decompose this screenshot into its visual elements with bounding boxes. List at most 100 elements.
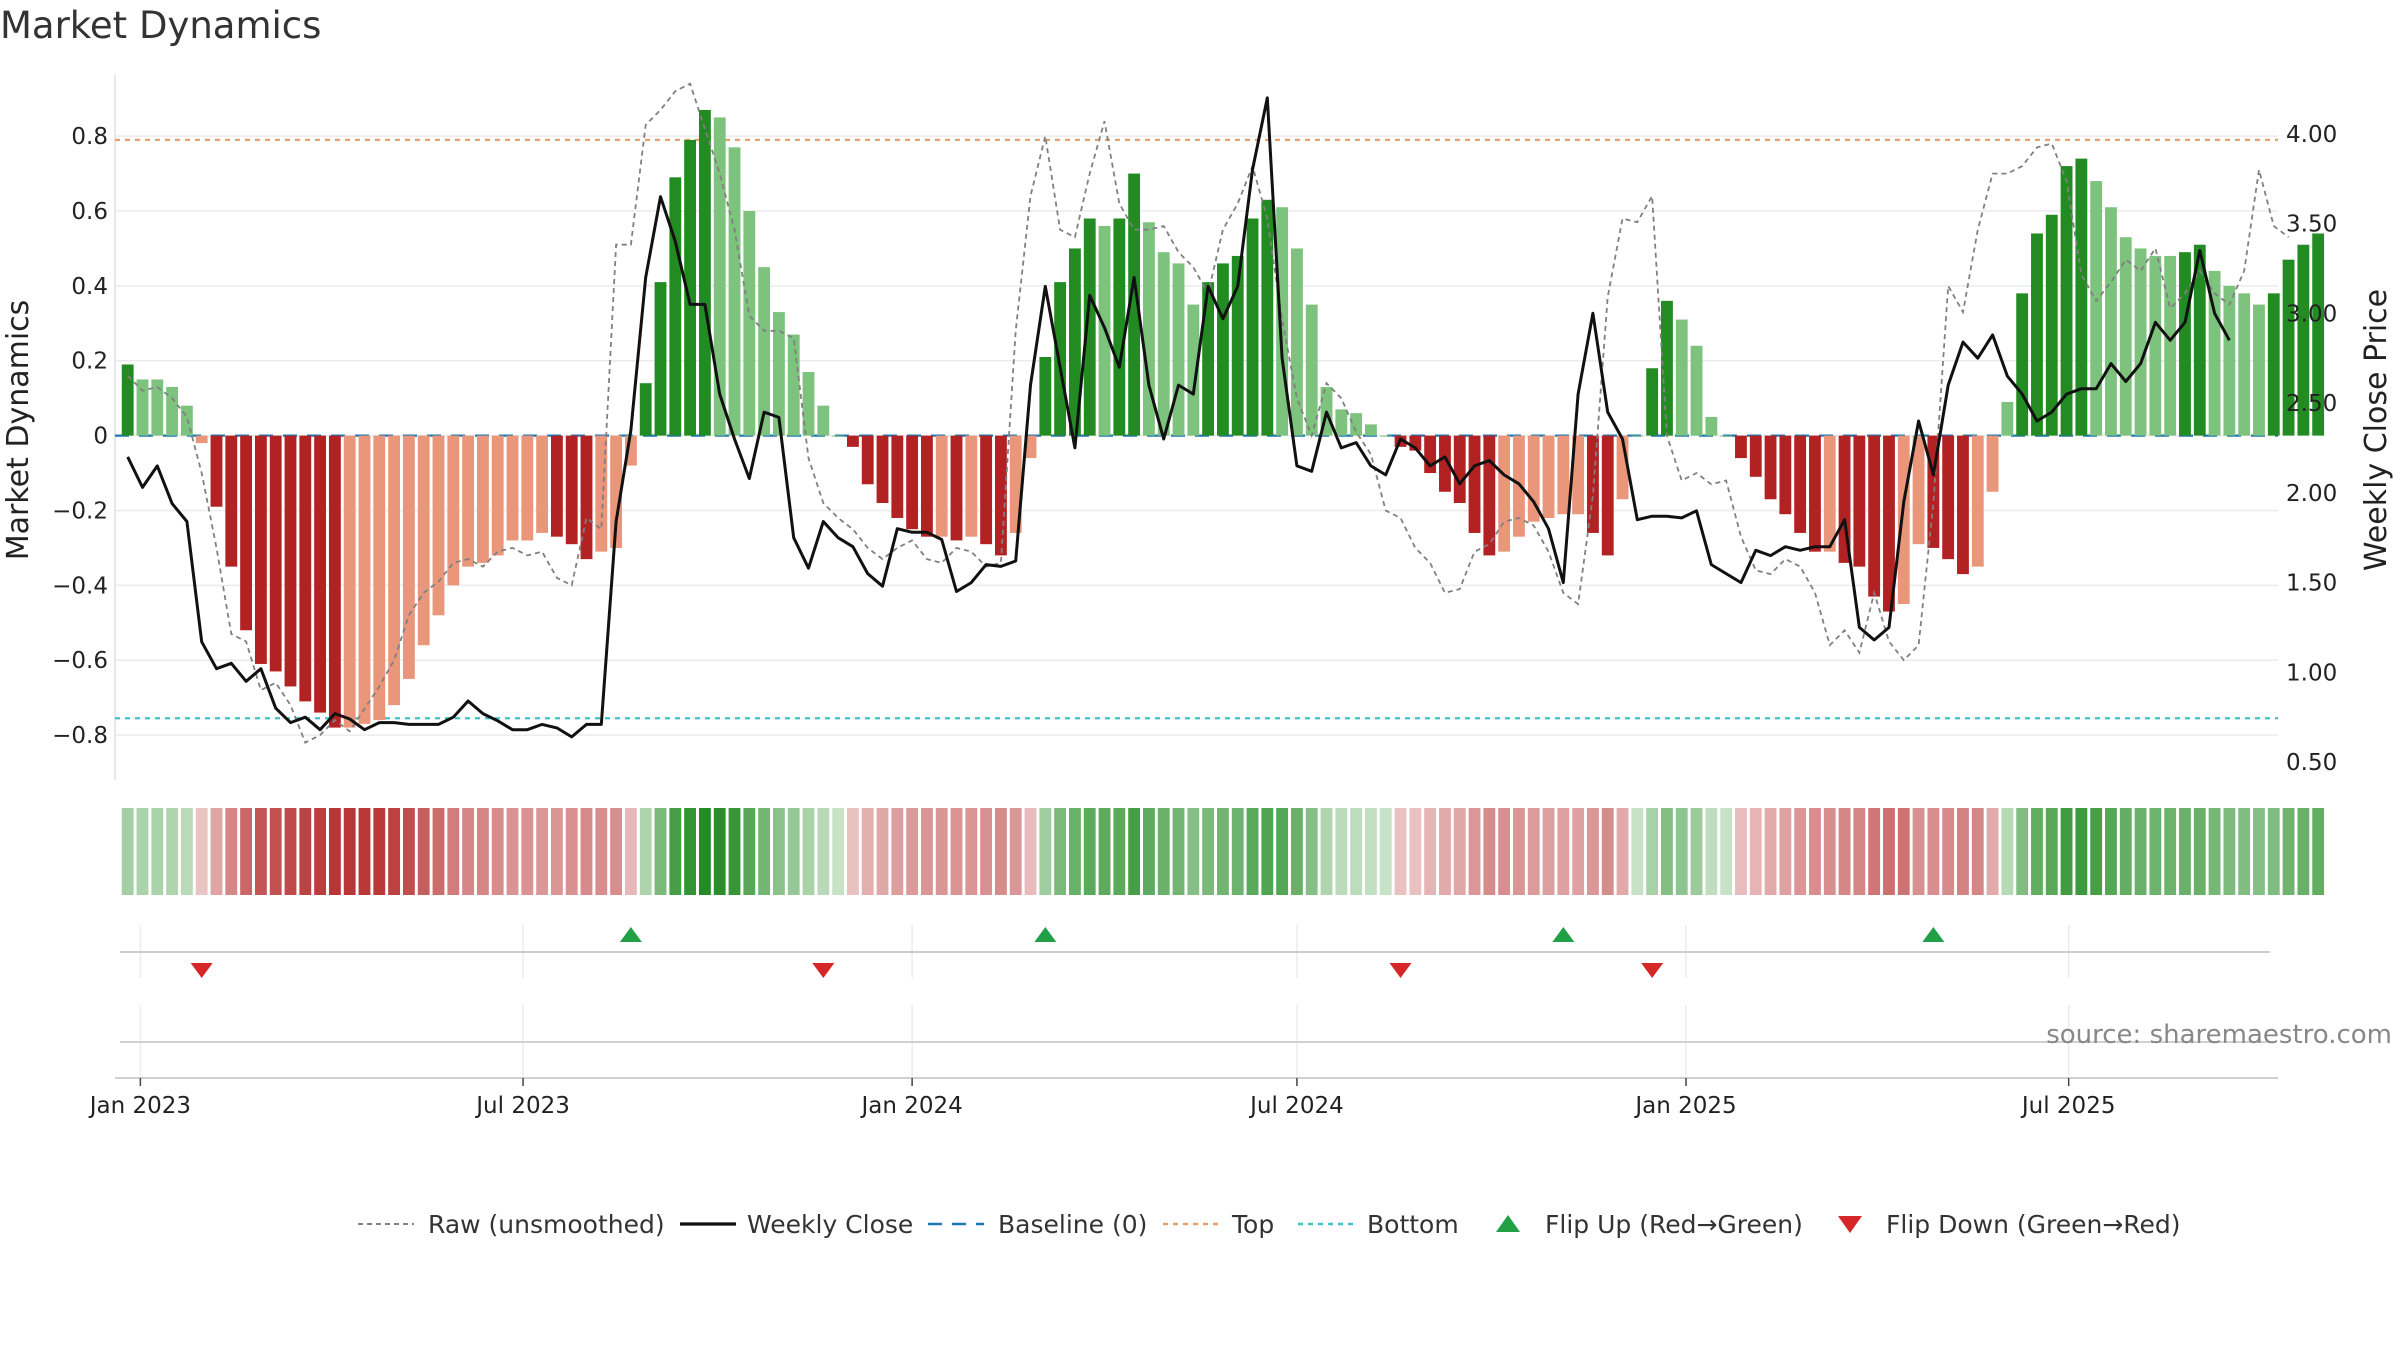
dynamics-bar-111 [1764,435,1777,500]
heat-cell-93 [1498,808,1511,895]
dynamics-bar-107 [1705,416,1718,436]
heat-cell-103 [1646,808,1659,895]
dynamics-bar-108 [1720,435,1733,437]
heat-cell-50 [861,808,874,895]
right-tick-4: 2.00 [2286,481,2337,507]
heat-cell-4 [180,808,193,895]
heat-cell-94 [1513,808,1525,895]
dynamics-bar-38 [684,139,697,436]
left-tick-6: −0.4 [52,573,108,599]
dynamics-bar-125 [1971,435,1984,567]
heat-cell-24 [476,808,489,895]
heat-cell-89 [1439,808,1451,895]
legend-swatch-flip-up [1496,1215,1520,1232]
dynamics-bar-51 [876,435,889,503]
heat-cell-92 [1483,808,1496,895]
dynamics-bar-45 [787,334,800,436]
dynamics-bar-4 [180,405,193,436]
heat-cell-21 [432,808,445,895]
heat-cell-7 [225,808,238,895]
heat-cell-106 [1690,808,1703,895]
weekly-close-line [126,96,2231,739]
heat-cell-57 [965,808,978,895]
heat-cell-136 [2134,808,2147,895]
heat-cell-74 [1217,808,1229,895]
heat-cell-142 [2223,808,2236,895]
heat-cell-108 [1720,808,1733,895]
dynamics-bar-7 [225,435,238,567]
flip-marker-panel [120,925,2270,978]
dynamics-bar-69 [1143,222,1155,436]
dynamics-bar-115 [1823,435,1836,552]
heat-cell-35 [639,808,652,895]
heat-cell-42 [743,808,756,895]
dynamics-bar-136 [2134,248,2147,436]
dynamics-bar-61 [1024,435,1037,459]
heat-cell-64 [1069,808,1081,895]
right-tick-0: 4.00 [2286,122,2337,148]
dynamics-bar-95 [1527,435,1540,522]
heat-cell-125 [1971,808,1984,895]
dynamics-bar-22 [447,435,460,586]
heat-cell-78 [1276,808,1289,895]
dynamics-bar-124 [1957,435,1969,575]
heat-cell-140 [2193,808,2206,895]
dynamics-bar-121 [1912,435,1925,545]
heat-cell-52 [891,808,904,895]
dynamics-bars [121,109,2325,728]
dynamics-bar-27 [521,435,534,541]
heat-cell-67 [1113,808,1126,895]
heat-cell-31 [580,808,593,895]
dynamics-bar-67 [1113,218,1126,436]
dynamics-bar-46 [802,371,815,436]
heat-cell-76 [1246,808,1259,895]
heat-cell-54 [920,808,933,895]
dynamics-bar-113 [1794,435,1807,533]
dynamics-bar-49 [846,435,859,447]
legend-label-flip_up: Flip Up (Red→Green) [1545,1210,1803,1239]
dynamics-bar-73 [1202,282,1215,436]
left-tick-3: 0.2 [71,349,108,375]
dynamics-bar-32 [595,435,608,552]
heat-cell-17 [373,808,386,895]
source-note: source: sharemaestro.com [2046,1020,2392,1050]
heat-cell-80 [1305,808,1318,895]
dynamics-bar-123 [1942,435,1955,560]
left-tick-4: 0 [93,424,108,450]
dynamics-bar-8 [240,435,253,631]
dynamics-bar-57 [965,435,978,537]
dynamics-bar-5 [195,435,208,444]
heat-cell-111 [1764,808,1777,895]
dynamics-bar-99 [1587,435,1599,533]
heat-cell-39 [698,808,711,895]
chart-title: Market Dynamics [0,4,321,47]
heat-cell-133 [2090,808,2103,895]
x-tick-1: Jul 2023 [474,1093,570,1119]
dynamics-bar-96 [1542,435,1555,518]
heat-cell-98 [1572,808,1585,895]
heat-cell-72 [1187,808,1200,895]
dynamics-bar-26 [506,435,519,541]
dynamics-bar-52 [891,435,904,518]
heat-cell-104 [1661,808,1673,895]
dynamics-bar-147 [2297,244,2310,436]
dynamics-bar-33 [610,435,623,548]
right-tick-7: 0.50 [2286,750,2337,776]
heat-cell-73 [1202,808,1215,895]
dynamics-bar-47 [817,405,830,436]
dynamics-bar-91 [1468,435,1481,533]
heat-cell-27 [521,808,534,895]
dynamics-bar-141 [2208,270,2221,436]
legend: Raw (unsmoothed) Weekly Close Baseline (0)… [358,1210,2181,1239]
dynamics-bar-55 [935,435,948,537]
dynamics-bar-145 [2267,293,2280,436]
dynamics-bar-103 [1646,368,1659,436]
heat-cell-148 [2312,808,2325,895]
heat-cell-135 [2119,808,2132,895]
left-tick-2: 0.4 [71,274,108,300]
heat-cell-32 [595,808,608,895]
heat-cell-101 [1616,808,1629,895]
dynamics-bar-72 [1187,304,1200,436]
dynamics-bar-126 [1986,435,1999,492]
dynamics-bar-79 [1291,248,1303,436]
